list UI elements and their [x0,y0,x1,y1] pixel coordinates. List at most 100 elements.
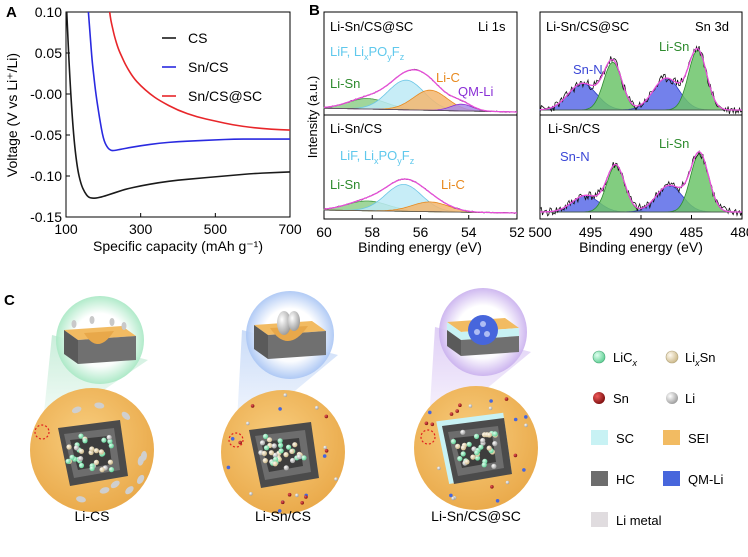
qm-li-dot [474,329,480,335]
core-particle [89,465,95,472]
core-particle [66,444,72,450]
core-particle [276,456,282,462]
legend-sn-swatch [593,392,605,404]
x-tick-label: 60 [316,224,332,240]
surface-particle [513,417,518,422]
panel-b-li1s: 60 58 56 54 52 Li-Sn/CS@SC Li 1s LiF, LixPOy… [305,11,525,255]
core-particle [481,462,487,468]
schematic-li-sn-cs [221,291,345,514]
core-particle [289,448,295,454]
legend-lixsn-text: LixSn [685,350,716,368]
li1s-ticks: 60 58 56 54 52 [316,215,525,240]
li1s-top-sample: Li-Sn/CS@SC [330,19,413,34]
core-particle [455,443,461,449]
li1s-top-lisn-label: Li-Sn [330,76,360,91]
li-dendrite [137,455,144,466]
surface-particle [455,409,460,413]
surface-particle [304,495,308,499]
surface-particle [428,410,432,415]
legend-sn-cs: Sn/CS [188,59,228,75]
legend-li-swatch [666,392,678,404]
surface-particle [250,404,255,408]
x-tick-label: 100 [54,221,78,237]
surface-particle [524,423,528,428]
x-tick-label: 58 [364,224,380,240]
sn3d-bottom-lisn-label: Li-Sn [659,136,689,151]
x-tick-label: 500 [528,224,552,240]
qm-li-pocket [468,315,498,345]
zoom-block [64,316,136,364]
core-particle [480,437,486,444]
x-tick-label: 495 [579,224,603,240]
core-particle [492,441,498,447]
y-tick-label: -0.15 [30,209,62,225]
li1s-bottom-lif-label: LiF, LixPOyFz [340,148,415,166]
li1s-top-spectrum [323,68,518,113]
sc-side [447,322,461,340]
core-particle [266,437,273,443]
core-particle [78,456,84,462]
x-tick-label: 54 [461,224,477,240]
core-particle [101,437,107,443]
surface-particle [449,493,453,498]
li1s-bottom-spectrum [323,178,518,214]
legend-cs: CS [188,30,207,46]
hard-carbon-core [249,422,319,488]
sn3d-ticks: 500 495 490 485 480 [528,215,748,240]
surface-particle [522,468,526,472]
qm-li-dot [484,331,490,337]
legend-qmli-swatch [663,471,680,486]
panel-label-b: B [309,2,320,19]
core-particle [301,455,307,461]
legend-sc-text: SC [616,431,634,446]
core-particle [474,450,480,456]
panel-a-frame [65,11,291,218]
sn3d-bottom-snn-label: Sn-N [560,149,590,164]
x-tick-label: 485 [680,224,704,240]
core-particle [272,461,278,467]
raw-spectrum [539,45,743,115]
sn3d-top-snn-label: Sn-N [573,62,603,77]
core-particle [78,462,85,469]
core-particle [464,459,470,465]
sn3d-top-spectrum [539,45,743,115]
core-particle [89,446,95,452]
surface-particle [334,477,338,481]
zoom-marker [420,429,436,445]
panel-a-voltage-chart: 100 300 500 700 0.10 0.05 -0.00 -0.05 -0.10 -0.15… [4,4,302,254]
core-particle [98,449,104,455]
core-particle [470,454,476,460]
panel-c-schematic [30,288,538,514]
core-particle [278,442,284,448]
fit-envelope [539,151,742,213]
li-deposit [109,318,115,326]
core-particle [259,440,266,446]
li-clump [277,311,291,335]
panel-label-a: A [6,4,17,21]
legend-sn-text: Sn [613,391,629,406]
hc-front [78,336,136,364]
core-particle [273,456,279,462]
hc-side [64,330,78,364]
surface-particle [495,499,500,503]
core-particle [486,445,492,451]
caption-li-sn-cs-sc: Li-Sn/CS@SC [431,508,521,524]
surface-particle [280,500,285,505]
schematic-li-cs [30,296,154,512]
li-deposit [71,320,77,328]
sn3d-xlabel: Binding energy (eV) [579,239,703,255]
surface-particle [249,492,253,496]
core-particle [108,443,114,449]
surface-particle [488,406,493,411]
hc-side [254,325,268,359]
core-particle [278,448,284,454]
surface-particle [449,412,454,416]
legend-sei-swatch [663,430,680,445]
core-particle [460,429,466,435]
y-tick-label: 0.10 [35,4,62,20]
legend-li-text: Li [685,391,695,406]
surface-particle [322,454,327,458]
surface-particle [430,422,435,427]
core-particle [473,433,480,439]
